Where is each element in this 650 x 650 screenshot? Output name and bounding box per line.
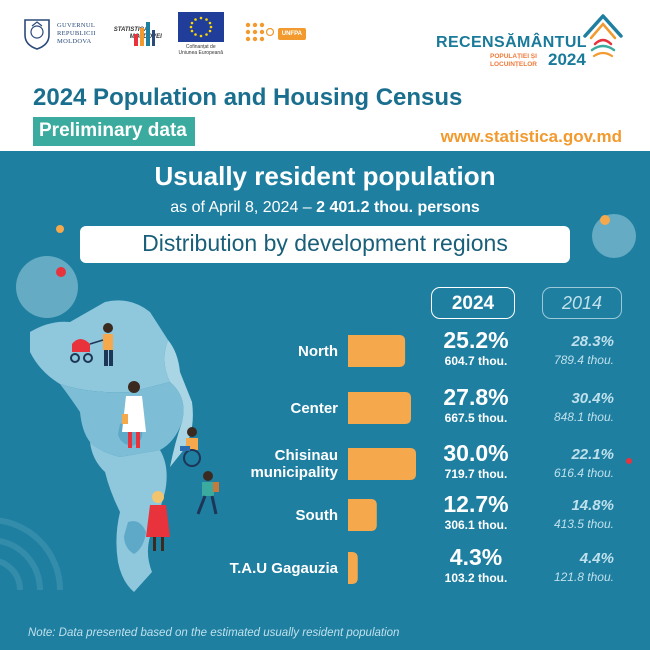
statistica-bars-icon: [133, 22, 155, 46]
value-2014-thou: 616.4 thou.: [553, 466, 614, 480]
government-logo: GUVERNUL REPUBLICII MOLDOVA: [22, 17, 96, 51]
decor-arcs: [0, 517, 63, 591]
statistica-logo: STATISTICA MOLDOVEI: [114, 20, 162, 48]
value-2024-thou: 667.5 thou.: [444, 411, 508, 425]
value-2014-pct: 30.4%: [571, 390, 614, 407]
value-2024-thou: 306.1 thou.: [444, 518, 508, 532]
value-2024-pct: 25.2%: [443, 327, 509, 353]
gov-text-line: GUVERNUL: [57, 22, 96, 29]
region-label: Chisinau municipality: [250, 447, 338, 481]
value-2014-pct: 22.1%: [571, 446, 614, 463]
value-2014-pct: 28.3%: [571, 333, 614, 350]
value-2024-thou: 604.7 thou.: [444, 354, 508, 368]
bar-t-a-u-gagauzia: [348, 552, 358, 584]
map-region-center: [60, 382, 184, 457]
website-link[interactable]: www.statistica.gov.md: [440, 127, 622, 146]
value-2024-thou: 103.2 thou.: [444, 571, 508, 585]
region-label: North: [298, 343, 338, 360]
eu-caption: Uniunea Europeană: [178, 50, 223, 56]
moldova-map: [30, 300, 219, 592]
region-label: South: [296, 507, 339, 524]
value-2014-pct: 14.8%: [571, 497, 614, 514]
map-region-gagauzia: [124, 521, 146, 554]
headline-date-text: as of April 8, 2024 –: [170, 199, 317, 216]
region-label-line: Center: [290, 399, 338, 417]
statistica-text: STATISTICA: [113, 27, 149, 33]
eu-flag-icon: [177, 12, 224, 42]
bar-north: [348, 335, 406, 367]
census-brand-year: 2024: [548, 50, 586, 69]
region-label: T.A.U Gagauzia: [230, 560, 338, 577]
headline: Usually resident population: [154, 161, 496, 191]
census-brand-title: RECENSĂMÂNTUL: [436, 34, 587, 51]
decor-circle: [592, 214, 636, 258]
bar-center: [348, 392, 412, 424]
eu-caption: Cofinanțat de: [185, 44, 216, 50]
map-region-south: [90, 442, 167, 592]
region-label: Center: [290, 400, 338, 417]
value-2024-pct: 27.8%: [443, 384, 509, 410]
bar-chisinau-municipality: [348, 448, 416, 480]
decor-dot-orange: [56, 225, 64, 233]
partner-logos: GUVERNUL REPUBLICII MOLDOVA STATISTICA M…: [22, 12, 306, 56]
value-2014-pct: 4.4%: [579, 550, 614, 567]
value-2024-pct: 12.7%: [443, 491, 509, 517]
hiker-illustration: [196, 471, 219, 515]
gov-text-line: REPUBLICII: [57, 30, 96, 37]
header-panel: GUVERNUL REPUBLICII MOLDOVA STATISTICA M…: [0, 0, 650, 151]
wheelchair-person-illustration: [180, 427, 201, 467]
eu-logo: Cofinanțat de Uniunea Europeană: [177, 12, 224, 56]
footnote: Note: Data presented based on the estima…: [28, 627, 400, 639]
region-label-line: municipality: [250, 464, 338, 481]
headline-total: 2 401.2 thou. persons: [316, 199, 480, 216]
gov-text-line: MOLDOVA: [57, 38, 92, 45]
map-transnistria-strip: [164, 340, 193, 467]
headline-date: as of April 8, 2024 – 2 401.2 thou. pers…: [0, 199, 650, 217]
woman-illustration: [122, 381, 146, 448]
statistica-text: MOLDOVEI: [129, 34, 162, 40]
value-2014-thou: 789.4 thou.: [553, 353, 614, 367]
census-brand-sub: POPULAȚIEI ȘI: [490, 53, 537, 60]
bar-south: [348, 499, 377, 531]
year-2014-header: 2014: [542, 287, 622, 319]
stroller-person-illustration: [70, 323, 113, 366]
preliminary-badge: Preliminary data: [33, 117, 195, 146]
region-label-line: South: [295, 506, 339, 524]
unfpa-dots-icon: [245, 22, 274, 42]
unfpa-label: UNFPA: [277, 28, 306, 40]
coat-of-arms-icon: [24, 19, 50, 50]
region-label-line: Chisinau: [274, 447, 338, 464]
decor-dot-red: [56, 267, 66, 277]
unfpa-logo: UNFPA: [244, 21, 306, 47]
value-2024-pct: 30.0%: [443, 440, 509, 466]
girl-illustration: [146, 491, 170, 551]
house-icon: [583, 14, 623, 58]
value-2024-pct: 4.3%: [449, 544, 503, 570]
value-2014-thou: 121.8 thou.: [553, 570, 614, 584]
decor-dot-orange: [600, 215, 610, 225]
value-2014-thou: 413.5 thou.: [553, 517, 614, 531]
subtitle-box: Distribution by development regions: [80, 226, 570, 263]
region-label-line: North: [298, 342, 338, 360]
map-region-north: [30, 300, 170, 393]
page-title: 2024 Population and Housing Census: [33, 84, 463, 111]
subtitle: Distribution by development regions: [142, 230, 508, 256]
value-2024-thou: 719.7 thou.: [444, 467, 508, 481]
region-label-line: T.A.U Gagauzia: [229, 559, 338, 577]
decor-dot-red: [626, 458, 632, 464]
value-2014-thou: 848.1 thou.: [553, 410, 614, 424]
year-2024-header: 2024: [431, 287, 515, 319]
census-brand-logo: RECENSĂMÂNTUL POPULAȚIEI ȘI LOCUINȚELOR …: [428, 10, 628, 70]
census-brand-sub: LOCUINȚELOR: [490, 61, 537, 68]
